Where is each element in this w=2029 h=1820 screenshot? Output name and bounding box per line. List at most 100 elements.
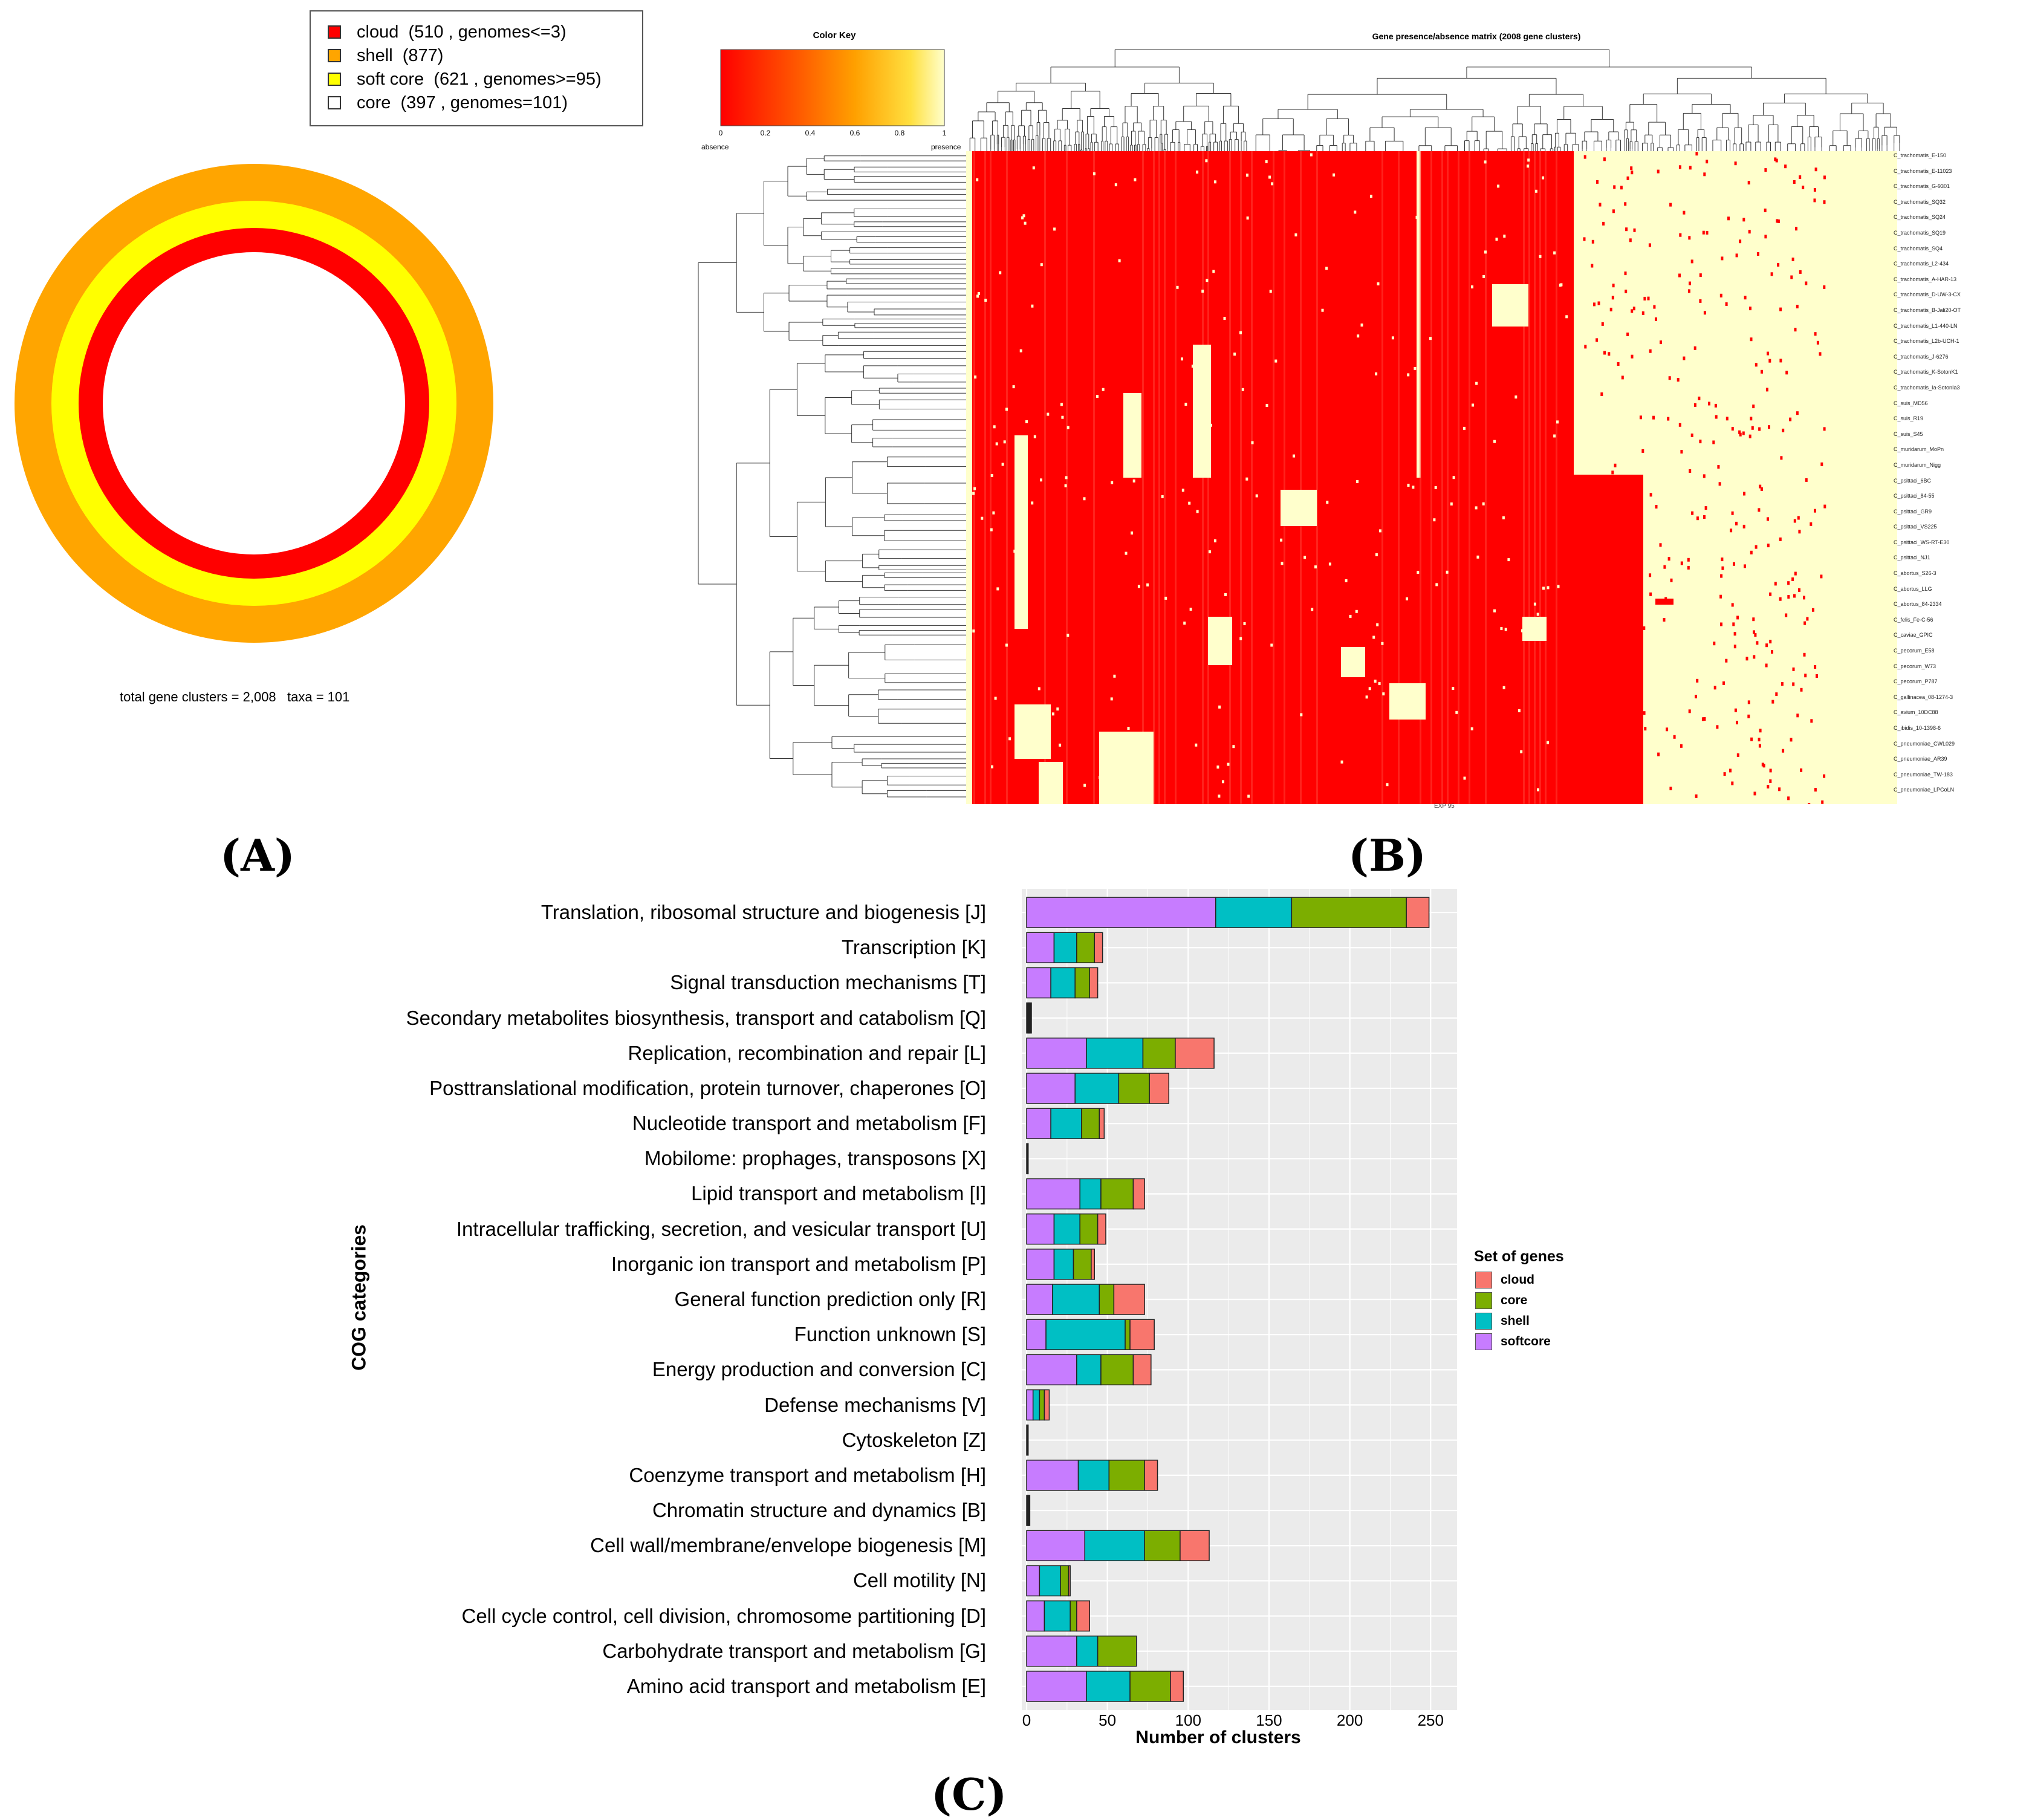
heatmap-speck (1714, 403, 1717, 408)
heatmap-speck (1111, 481, 1114, 484)
heatmap-speck (1539, 255, 1542, 258)
heatmap-speck (1003, 440, 1006, 444)
heatmap-speck (1775, 158, 1778, 163)
heatmap-speck (1744, 296, 1747, 300)
heatmap-speck (1804, 674, 1807, 678)
heatmap-speck (1785, 371, 1788, 375)
heatmap-speck (1639, 415, 1642, 420)
heatmap-speck (1605, 562, 1608, 566)
heatmap-speck (1032, 166, 1035, 170)
heatmap-speck (1750, 417, 1753, 421)
category-label: Lipid transport and metabolism [I] (691, 1182, 986, 1205)
heatmap-presence-patch (1014, 704, 1051, 759)
heatmap-speck (1377, 282, 1380, 285)
bar-segment-shell (1052, 1284, 1100, 1315)
heatmap-speck (1365, 695, 1368, 699)
heatmap-speck (1611, 470, 1614, 475)
category-label: Function unknown [S] (794, 1323, 986, 1346)
taxon-label: C_trachomatis_SQ24 (1894, 214, 1946, 221)
heatmap-speck (1721, 566, 1724, 570)
bar-segment-softcore (1026, 897, 1216, 928)
heatmap-speck (1810, 719, 1813, 723)
heatmap-speck (1621, 375, 1624, 380)
heatmap-speck (1594, 522, 1597, 525)
bar-segment-softcore (1026, 1108, 1051, 1139)
category-label: Signal transduction mechanisms [T] (670, 971, 986, 994)
heatmap-speck (1518, 709, 1521, 712)
heatmap-speck (1749, 307, 1751, 311)
heatmap-speck (1589, 700, 1592, 704)
heatmap-speck (1790, 738, 1793, 742)
bar-segment-cloud (1406, 897, 1430, 928)
cog-bar-chart (1022, 889, 1457, 1710)
heatmap-speck (1255, 494, 1258, 498)
heatmap-speck (1631, 354, 1634, 359)
heatmap-speck (1667, 557, 1670, 561)
heatmap-speck (1218, 795, 1221, 798)
heatmap-speck (1632, 623, 1635, 627)
heatmap-speck (1333, 173, 1336, 177)
heatmap-speck (1633, 228, 1636, 232)
heatmap-speck (1328, 562, 1331, 566)
taxon-label: C_abortus_LLG (1894, 585, 1932, 592)
heatmap-speck (1703, 474, 1706, 478)
category-label: Translation, ribosomal structure and bio… (541, 901, 986, 924)
bar-segment-softcore (1026, 1530, 1085, 1561)
heatmap-presence-patch (1099, 732, 1154, 804)
heatmap-speck (1814, 167, 1817, 172)
heatmap-speck (1750, 550, 1753, 554)
taxon-label: C_trachomatis_L2-434 (1894, 261, 1949, 267)
heatmap-speck (1765, 388, 1768, 392)
heatmap-speck (1096, 395, 1099, 398)
heatmap-speck (1553, 434, 1556, 438)
heatmap-speck (1482, 502, 1485, 505)
heatmap-speck (1814, 788, 1817, 792)
heatmap-speck (1463, 426, 1466, 430)
heatmap-speck (1731, 603, 1734, 607)
heatmap-speck (1735, 253, 1738, 258)
heatmap-speck (1799, 175, 1802, 179)
color-key-gradient (721, 50, 944, 126)
heatmap-speck (1349, 614, 1352, 618)
heatmap-speck (1412, 486, 1415, 489)
heatmap-stripe (1420, 151, 1421, 804)
heatmap-speck (1271, 182, 1274, 186)
category-label: Chromatin structure and dynamics [B] (652, 1499, 986, 1522)
heatmap-speck (1625, 227, 1628, 232)
heatmap-speck (999, 271, 1002, 275)
bar-legend-swatch-core (1475, 1292, 1492, 1309)
heatmap-speck (1813, 198, 1816, 203)
heatmap-speck (1310, 153, 1313, 157)
taxon-label: C_caviae_GPIC (1894, 632, 1933, 639)
heatmap-speck (1703, 311, 1706, 315)
heatmap-speck (1679, 233, 1682, 237)
heatmap-speck (1033, 435, 1036, 438)
heatmap-speck (1793, 180, 1796, 184)
heatmap-stripe (1300, 151, 1302, 804)
heatmap-speck (1758, 508, 1761, 512)
heatmap-speck (1021, 216, 1024, 219)
bar-segment-shell (1044, 1600, 1071, 1632)
heatmap-speck (1206, 279, 1209, 282)
heatmap-speck (1639, 755, 1642, 758)
heatmap-speck (1600, 392, 1603, 396)
heatmap-speck (1164, 596, 1167, 600)
heatmap-speck (1537, 788, 1539, 791)
taxon-label: C_trachomatis_A-HAR-13 (1894, 276, 1957, 282)
bar-segment-cloud (1132, 1354, 1152, 1386)
heatmap-speck (976, 294, 979, 298)
heatmap-speck (1542, 587, 1545, 590)
heatmap-speck (1294, 233, 1297, 236)
taxon-label: C_avium_10DC88 (1894, 709, 1938, 716)
bar-segment-cloud (1044, 1389, 1050, 1421)
heatmap-speck (1628, 784, 1631, 788)
heatmap-speck (1556, 420, 1559, 424)
heatmap-stripe (1447, 151, 1449, 804)
taxon-label: C_psittaci_84-55 (1894, 493, 1935, 499)
category-label: Nucleotide transport and metabolism [F] (632, 1112, 986, 1135)
heatmap-speck (1731, 511, 1734, 515)
category-label: Amino acid transport and metabolism [E] (626, 1674, 986, 1697)
heatmap-speck (1777, 262, 1780, 267)
heatmap-speck (1800, 687, 1803, 692)
heatmap-speck (1504, 628, 1507, 631)
